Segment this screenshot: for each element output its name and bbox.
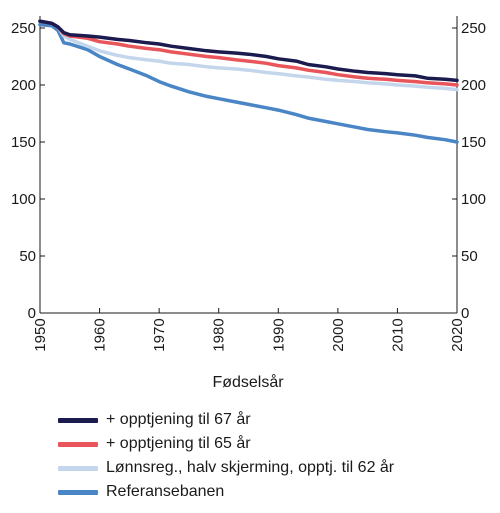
series-line-3: [38, 19, 459, 92]
y-tick-label-left: 50: [19, 248, 36, 265]
y-tick-label-left: 100: [11, 191, 36, 208]
legend-swatch: [58, 441, 98, 447]
y-tick-label-right: 0: [461, 305, 469, 322]
x-tick-label: 1960: [92, 318, 109, 351]
y-tick-label-left: 150: [11, 134, 36, 151]
series-line-2: [38, 19, 459, 87]
series-line-1: [38, 19, 459, 83]
legend-label: Lønnsreg., halv skjerming, opptj. til 62…: [106, 459, 395, 476]
x-tick-label: 1980: [211, 318, 228, 351]
legend-label: + opptjening til 65 år: [106, 435, 251, 452]
series-line-4: [38, 22, 459, 144]
legend-swatch: [58, 417, 98, 423]
legend-label: Referansebanen: [106, 483, 225, 500]
y-tick-label-right: 100: [461, 191, 486, 208]
legend-swatch: [58, 489, 98, 495]
x-tick-label: 2000: [330, 318, 347, 351]
legend-item-4: Referansebanen: [58, 480, 394, 504]
legend-item-1: + opptjening til 67 år: [58, 408, 394, 432]
y-tick-label-left: 0: [28, 305, 36, 322]
x-tick-label: 1970: [151, 318, 168, 351]
legend-swatch: [58, 465, 98, 471]
x-tick-label: 1990: [270, 318, 287, 351]
line-chart: 0 0 50 50 100 100 150 150 200 200 250 250 1950 1960 19…: [11, 16, 486, 391]
y-tick-label-right: 200: [461, 77, 486, 94]
y-tick-label-right: 150: [461, 134, 486, 151]
y-tick-label-left: 250: [11, 20, 36, 37]
legend-label: + opptjening til 67 år: [106, 411, 251, 428]
legend-item-2: + opptjening til 65 år: [58, 432, 394, 456]
x-tick-label: 2010: [389, 318, 406, 351]
y-tick-label-right: 50: [461, 248, 478, 265]
y-tick-label-left: 200: [11, 77, 36, 94]
x-tick-label: 2020: [449, 318, 466, 351]
x-tick-label: 1950: [32, 318, 49, 351]
legend: + opptjening til 67 år + opptjening til 6…: [58, 408, 394, 504]
x-axis-label: Fødselsår: [212, 373, 284, 391]
y-tick-label-right: 250: [461, 20, 486, 37]
legend-item-3: Lønnsreg., halv skjerming, opptj. til 62…: [58, 456, 394, 480]
